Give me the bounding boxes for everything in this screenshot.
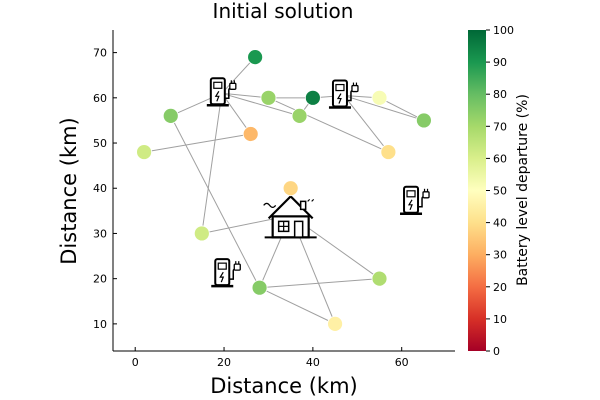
x-axis-label: Distance (km) [210, 374, 358, 398]
charging-stations-layer [206, 77, 430, 288]
plot-area [136, 49, 432, 332]
customer-point [162, 108, 179, 124]
route-segment [221, 93, 252, 135]
charging-station-icon [206, 77, 237, 107]
colorbar-label: Battery level departure (%) [515, 94, 531, 286]
charging-station-icon [328, 79, 359, 109]
colorbar-tick-label: 40 [493, 217, 507, 230]
colorbar-tick-label: 50 [493, 185, 507, 198]
colorbar-tick-label: 80 [493, 88, 507, 101]
colorbar-tick-label: 100 [493, 24, 514, 37]
customer-point [251, 279, 268, 296]
customer-point [416, 112, 432, 129]
x-tick-label: 0 [132, 356, 139, 369]
route-segment [343, 95, 389, 153]
customer-point [136, 144, 152, 160]
route-segment [201, 93, 223, 234]
y-tick-label: 20 [93, 273, 107, 286]
route-segment [221, 56, 256, 94]
customer-point [371, 89, 388, 106]
route-segment [259, 278, 380, 289]
x-tick-label: 60 [395, 356, 409, 369]
y-tick-label: 30 [93, 227, 107, 240]
y-tick-label: 60 [93, 92, 107, 105]
x-ticks: 0 20 40 60 [132, 347, 409, 369]
colorbar-tick-label: 70 [493, 120, 507, 133]
customers-layer [136, 49, 432, 332]
y-tick-label: 70 [93, 47, 107, 60]
customer-point [247, 49, 264, 66]
y-tick-label: 50 [93, 137, 107, 150]
axes: 0 20 40 60 10 20 30 40 50 60 70 [93, 30, 455, 369]
charging-station-icon [211, 258, 241, 288]
x-tick-label: 40 [306, 356, 320, 369]
depot-house-icon [263, 195, 317, 239]
colorbar-tick-label: 30 [493, 249, 507, 262]
customer-point [282, 180, 299, 197]
colorbar-tick-label: 0 [493, 345, 500, 358]
colorbar: 0 10 20 30 40 50 60 70 80 90 100 Battery level dep… [468, 24, 531, 358]
customer-point [260, 89, 277, 106]
colorbar-tick-label: 60 [493, 152, 507, 165]
colorbar-gradient [468, 30, 486, 351]
customer-point [193, 225, 210, 242]
x-tick-label: 20 [217, 356, 231, 369]
customer-point [291, 108, 308, 124]
chart-title: Initial solution [213, 0, 354, 23]
customer-point [304, 89, 321, 106]
y-axis-label: Distance (km) [57, 117, 81, 265]
charging-station-icon [400, 185, 430, 216]
route-segment [259, 287, 336, 325]
route-segment [268, 97, 389, 153]
route-segment [379, 97, 425, 121]
route-segment [144, 133, 251, 153]
y-ticks: 10 20 30 40 50 60 70 [93, 47, 117, 331]
customer-point [380, 144, 397, 160]
y-tick-label: 10 [93, 318, 107, 331]
depot-layer [263, 195, 317, 239]
route-segment [221, 92, 300, 117]
colorbar-ticks: 0 10 20 30 40 50 60 70 80 90 100 [486, 24, 514, 358]
route-segment [343, 95, 425, 121]
customer-point [327, 315, 343, 332]
customer-point [371, 270, 388, 287]
y-tick-label: 40 [93, 182, 107, 195]
colorbar-tick-label: 20 [493, 281, 507, 294]
colorbar-tick-label: 90 [493, 56, 507, 69]
customer-point [242, 126, 259, 142]
colorbar-tick-label: 10 [493, 313, 507, 326]
